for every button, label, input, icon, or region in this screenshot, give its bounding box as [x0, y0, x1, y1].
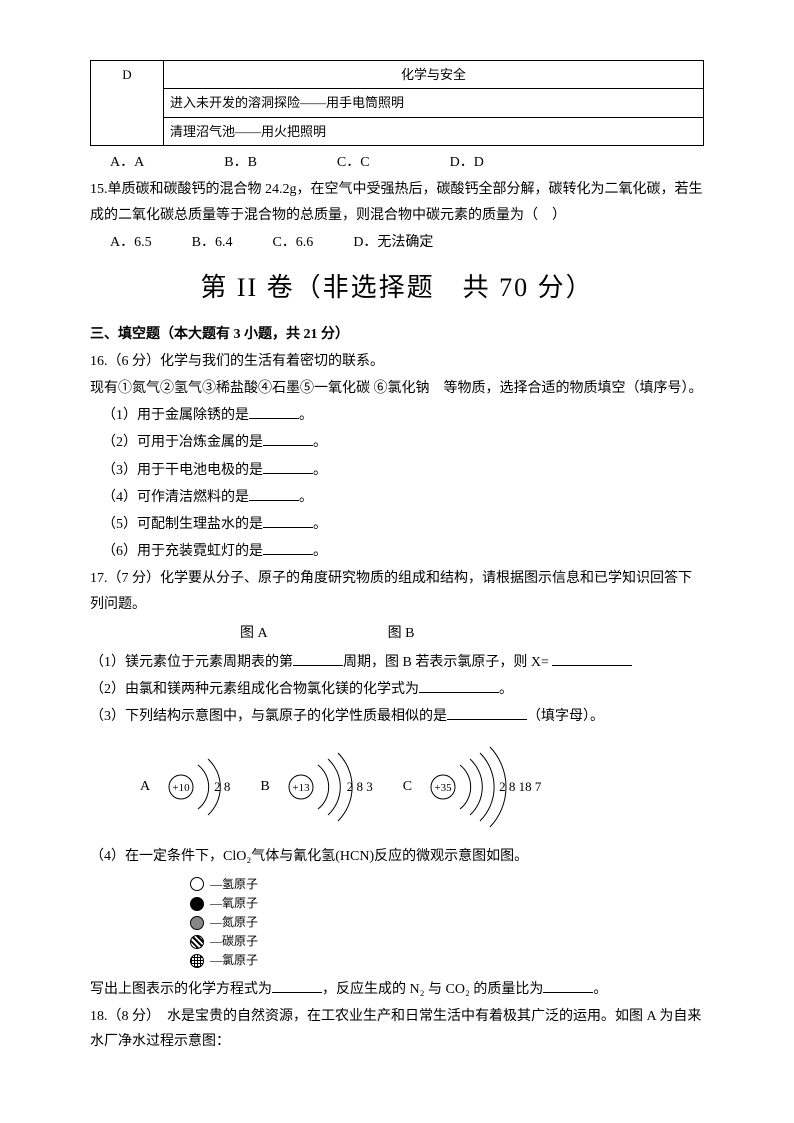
q16-5: （5）可配制生理盐水的是。 — [90, 512, 704, 537]
q15-a: A．6.5 — [110, 230, 152, 255]
o-icon — [190, 897, 204, 911]
svg-text:+10: +10 — [173, 782, 191, 794]
atom-c-label: C — [403, 774, 412, 799]
q17-1: （1）镁元素位于元素周期表的第周期，图 B 若表示氯原子，则 X= — [90, 650, 704, 675]
blank — [263, 513, 313, 528]
q16-intro: 现有①氮气②氢气③稀盐酸④石墨⑤一氧化碳 ⑥氯化钠 等物质，选择合适的物质填空（… — [90, 376, 704, 401]
q17-tail: 写出上图表示的化学方程式为，反应生成的 N₂ 与 CO₂ 的质量比为。 — [90, 977, 704, 1002]
figB-label: 图 B — [388, 621, 415, 646]
cell-d: D — [91, 61, 164, 146]
blank — [263, 459, 313, 474]
atom-c-shells: 2 8 18 7 — [499, 775, 541, 798]
q17-head: 17.（7 分）化学要从分子、原子的角度研究物质的组成和结构，请根据图示信息和已… — [90, 566, 704, 616]
section3-head: 三、填空题（本大题有 3 小题，共 21 分） — [90, 322, 704, 347]
legend-c: —碳原子 — [190, 932, 704, 951]
c-icon — [190, 935, 204, 949]
legend-cl: —氯原子 — [190, 951, 704, 970]
q16-6: （6）用于充装霓虹灯的是。 — [90, 539, 704, 564]
n-icon — [190, 916, 204, 930]
q14-options: A．A B．B C．C D．D — [90, 150, 704, 175]
cell-title: 化学与安全 — [164, 61, 704, 89]
blank — [447, 705, 527, 720]
fig-labels: 图 A 图 B — [90, 621, 704, 646]
atom-c: C +35 2 8 18 7 — [403, 742, 542, 832]
q15-options: A．6.5 B．6.4 C．6.6 D．无法确定 — [90, 230, 704, 255]
legend-o: —氧原子 — [190, 894, 704, 913]
opt-b: B．B — [224, 150, 257, 175]
atom-a-label: A — [140, 774, 150, 799]
atom-a-shells: 2 8 — [214, 775, 230, 798]
q15-b: B．6.4 — [192, 230, 233, 255]
atom-b-label: B — [260, 774, 269, 799]
atom-legend: —氢原子 —氧原子 —氮原子 —碳原子 —氯原子 — [90, 875, 704, 971]
blank — [263, 431, 313, 446]
opt-d: D．D — [450, 150, 484, 175]
blank — [552, 651, 632, 666]
cl-icon — [190, 954, 204, 968]
blank — [272, 978, 322, 993]
h-icon — [190, 877, 204, 891]
atom-a: A +10 2 8 — [140, 747, 230, 827]
svg-text:+35: +35 — [434, 782, 452, 794]
q16-2: （2）可用于冶炼金属的是。 — [90, 430, 704, 455]
cell-r3: 清理沼气池——用火把照明 — [164, 117, 704, 145]
q15-d: D．无法确定 — [353, 230, 433, 255]
q16-1: （1）用于金属除锈的是。 — [90, 403, 704, 428]
q16-3: （3）用于干电池电极的是。 — [90, 458, 704, 483]
part2-title: 第 II 卷（非选择题 共 70 分） — [90, 265, 704, 312]
q18-text: 18.（8 分） 水是宝贵的自然资源，在工农业生产和日常生活中有着极其广泛的运用… — [90, 1004, 704, 1054]
q15-c: C．6.6 — [272, 230, 313, 255]
figA-label: 图 A — [240, 621, 268, 646]
blank — [249, 404, 299, 419]
cell-r2: 进入未开发的溶洞探险——用手电筒照明 — [164, 89, 704, 117]
q17-4: （4）在一定条件下，ClO₂气体与氰化氢(HCN)反应的微观示意图如图。 — [90, 844, 704, 869]
opt-a: A．A — [110, 150, 144, 175]
q17-3: （3）下列结构示意图中，与氯原子的化学性质最相似的是（填字母）。 — [90, 704, 704, 729]
safety-table: D 化学与安全 进入未开发的溶洞探险——用手电筒照明 清理沼气池——用火把照明 — [90, 60, 704, 146]
blank — [263, 540, 313, 555]
q16-4: （4）可作清洁燃料的是。 — [90, 485, 704, 510]
svg-text:+13: +13 — [292, 782, 310, 794]
legend-n: —氮原子 — [190, 913, 704, 932]
opt-c: C．C — [337, 150, 370, 175]
q17-2: （2）由氯和镁两种元素组成化合物氯化镁的化学式为。 — [90, 677, 704, 702]
atom-diagrams: A +10 2 8 B +13 2 8 3 C +35 2 8 18 7 — [90, 742, 704, 832]
q15-text: 15.单质碳和碳酸钙的混合物 24.2g，在空气中受强热后，碳酸钙全部分解，碳转… — [90, 177, 704, 227]
blank — [543, 978, 593, 993]
atom-b: B +13 2 8 3 — [260, 747, 372, 827]
atom-b-shells: 2 8 3 — [347, 775, 373, 798]
blank — [419, 678, 499, 693]
blank — [293, 651, 343, 666]
legend-h: —氢原子 — [190, 875, 704, 894]
blank — [249, 486, 299, 501]
q16-head: 16.（6 分）化学与我们的生活有着密切的联系。 — [90, 349, 704, 374]
